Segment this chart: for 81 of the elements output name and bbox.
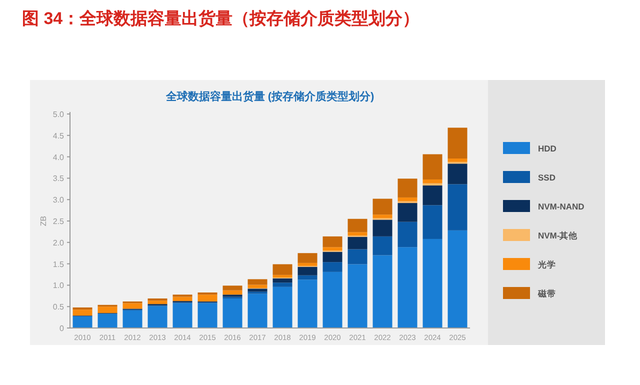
bar xyxy=(348,236,368,250)
bar xyxy=(98,306,118,314)
bar xyxy=(298,280,318,328)
y-tick-label: 2.5 xyxy=(52,217,65,226)
bar xyxy=(422,205,442,239)
bar xyxy=(422,238,442,328)
bar xyxy=(398,203,418,222)
bar xyxy=(298,266,318,276)
legend-label: NVM-其他 xyxy=(538,230,579,240)
y-tick-label: 1.5 xyxy=(52,260,65,269)
bar xyxy=(222,298,242,328)
bar xyxy=(148,300,168,304)
bar xyxy=(448,230,468,328)
bar xyxy=(272,264,292,275)
subtitle: 全球数据容量出货量 (按存储介质类型划分) xyxy=(166,91,374,103)
bar xyxy=(122,303,142,309)
bar xyxy=(372,255,392,328)
bar xyxy=(122,310,142,328)
y-tick-label: 0.5 xyxy=(52,302,65,312)
bar xyxy=(298,275,318,280)
bar xyxy=(322,262,342,272)
bar xyxy=(448,128,468,159)
bar xyxy=(372,236,392,256)
bar xyxy=(322,252,342,262)
bar xyxy=(272,286,292,328)
legend-label: 磁带 xyxy=(537,288,556,298)
y-tick-label: 0 xyxy=(60,324,65,333)
bar xyxy=(272,278,292,283)
bar xyxy=(148,298,168,301)
bar xyxy=(248,288,268,292)
bar xyxy=(372,220,392,236)
bar xyxy=(422,179,442,184)
bar xyxy=(248,279,268,285)
legend-label: 光学 xyxy=(537,260,556,270)
legend-label: NVM-NAND xyxy=(538,202,584,212)
bar xyxy=(298,253,318,263)
legend-label: HDD xyxy=(538,144,556,154)
bar xyxy=(198,303,218,328)
y-tick-label: 1.0 xyxy=(52,281,65,290)
bar xyxy=(172,296,192,302)
bar xyxy=(398,197,418,202)
bar xyxy=(322,236,342,248)
bar xyxy=(448,158,468,162)
bar xyxy=(72,316,92,328)
bar xyxy=(322,247,342,251)
legend-label: SSD xyxy=(538,172,556,182)
bar xyxy=(372,198,392,215)
bar xyxy=(148,306,168,328)
title: 图 34：全球数据容量出货量（按存储介质类型划分） xyxy=(22,9,420,28)
bar xyxy=(72,310,92,316)
bar xyxy=(72,307,92,310)
y-tick-label: 5.0 xyxy=(52,110,65,119)
y-tick-label: 4.0 xyxy=(52,152,65,162)
y-tick-label: 4.5 xyxy=(52,131,65,140)
bar xyxy=(222,286,242,290)
bar xyxy=(398,178,418,198)
bar xyxy=(348,249,368,264)
y-tick-label: 3.5 xyxy=(52,174,65,184)
bar xyxy=(448,184,468,230)
bar xyxy=(272,282,292,287)
bar xyxy=(348,232,368,236)
bar xyxy=(222,290,242,295)
bar xyxy=(198,292,218,295)
bar xyxy=(348,264,368,328)
bar xyxy=(172,303,192,328)
bar xyxy=(398,222,418,248)
y-tick-label: 2.0 xyxy=(52,238,65,248)
bar xyxy=(272,274,292,278)
bar xyxy=(448,164,468,184)
bar xyxy=(372,214,392,218)
ylabel: ZB xyxy=(39,216,48,226)
bar xyxy=(398,247,418,328)
bar xyxy=(322,272,342,328)
y-tick-label: 3.0 xyxy=(52,196,65,205)
bar xyxy=(98,314,118,328)
bar xyxy=(422,154,442,180)
bar xyxy=(422,185,442,206)
bar xyxy=(198,294,218,302)
bar xyxy=(298,262,318,266)
bar xyxy=(248,294,268,328)
bar xyxy=(348,218,368,232)
